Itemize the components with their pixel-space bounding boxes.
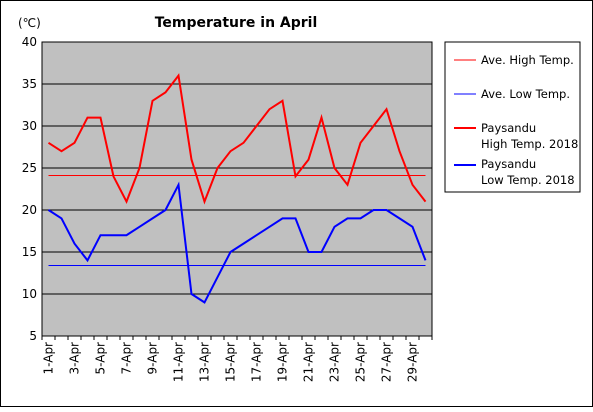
series-line-3 bbox=[47, 181, 427, 304]
legend-label: Low Temp. 2018 bbox=[481, 173, 575, 187]
y-tick-label: 10 bbox=[22, 287, 37, 301]
x-tick-label: 17-Apr bbox=[250, 342, 264, 382]
x-tick-label: 29-Apr bbox=[406, 342, 420, 382]
y-tick-label: 35 bbox=[22, 77, 37, 91]
x-tick-label: 9-Apr bbox=[146, 342, 160, 375]
x-tick-label: 21-Apr bbox=[302, 342, 316, 382]
axis-labels: 5 10 15 20 25 30 35 40 1-Apr 3-Apr 5-Apr 7-Apr 9-Apr… bbox=[22, 35, 433, 382]
x-tick-label: 15-Apr bbox=[224, 342, 238, 382]
y-tick-label: 15 bbox=[22, 245, 37, 259]
x-tick-label: 23-Apr bbox=[328, 342, 342, 382]
legend-label: High Temp. 2018 bbox=[481, 137, 578, 151]
series-line-2 bbox=[47, 73, 427, 205]
y-tick-label: 40 bbox=[22, 35, 37, 49]
legend-label: Paysandu bbox=[481, 157, 536, 171]
x-tick-label: 19-Apr bbox=[276, 342, 290, 382]
y-tick-label: 20 bbox=[22, 203, 37, 217]
x-tick-label: 7-Apr bbox=[120, 342, 134, 375]
y-tick-label: 30 bbox=[22, 119, 37, 133]
x-tick-label: 5-Apr bbox=[94, 342, 108, 375]
series-layer bbox=[47, 73, 427, 304]
x-tick-label: 11-Apr bbox=[172, 342, 186, 382]
legend: Ave. High Temp. Ave. Low Temp. Paysandu Hig… bbox=[454, 53, 578, 187]
legend-box bbox=[444, 41, 581, 193]
legend-label: Ave. Low Temp. bbox=[481, 87, 570, 101]
x-tick-label: 1-Apr bbox=[42, 342, 56, 375]
grid-lines bbox=[42, 83, 432, 295]
plot-area bbox=[41, 41, 433, 337]
legend-label: Paysandu bbox=[481, 121, 536, 135]
x-tick-label: 27-Apr bbox=[380, 342, 394, 382]
chart-title: Temperature in April bbox=[155, 15, 318, 31]
y-tick-label: 5 bbox=[29, 329, 37, 343]
x-tick-label: 13-Apr bbox=[198, 342, 212, 382]
legend-label: Ave. High Temp. bbox=[481, 53, 574, 67]
unit-label: (℃) bbox=[18, 16, 41, 30]
x-tick-label: 25-Apr bbox=[354, 342, 368, 382]
y-tick-label: 25 bbox=[22, 161, 37, 175]
x-tick-label: 3-Apr bbox=[68, 342, 82, 375]
